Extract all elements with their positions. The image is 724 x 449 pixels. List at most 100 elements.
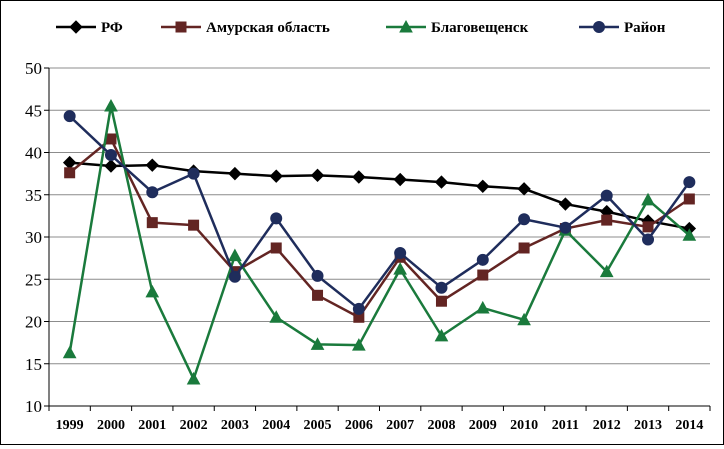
data-point [393,262,407,275]
legend-item: Район [579,20,666,36]
data-point [270,212,283,225]
data-point [186,371,201,385]
y-tick-label: 20 [25,313,42,332]
data-point [517,182,531,196]
legend-item: Амурская область [161,20,330,36]
x-tick-label: 2005 [304,418,332,433]
legend-item: РФ [56,20,123,36]
data-point [475,300,490,314]
series-line [68,104,691,381]
data-point [228,270,241,283]
data-point [559,221,572,234]
x-tick-label: 2010 [510,418,538,433]
series-group [62,98,697,385]
x-tick-label: 2007 [386,418,414,433]
series-4 [63,110,696,315]
legend-marker [399,19,413,33]
x-tick-label: 2012 [593,418,621,433]
data-point [476,253,489,266]
data-point [518,213,531,226]
data-point [269,169,283,183]
x-tick-label: 2004 [262,418,290,433]
legend-marker [175,21,187,33]
x-tick-label: 1999 [56,418,84,433]
data-point [312,289,324,301]
y-tick-label: 50 [25,59,42,78]
data-point [352,302,365,315]
data-point [434,328,449,342]
data-point [311,269,324,282]
data-point [600,189,613,202]
x-tick-label: 2006 [345,418,373,433]
data-point [683,176,696,189]
x-tick-label: 2001 [138,418,166,433]
x-tick-label: 2003 [221,418,249,433]
data-point [228,248,242,262]
data-point [435,295,447,307]
y-tick-label: 10 [25,397,42,416]
data-point [477,269,489,281]
data-point [146,186,159,199]
data-point [269,310,284,323]
data-point [601,214,613,226]
data-point [62,155,77,170]
legend-label: РФ [101,20,123,36]
data-point [310,168,325,183]
data-point [642,221,654,233]
y-tick-label: 45 [25,101,42,120]
data-point [642,233,655,246]
data-point [434,175,449,189]
data-point [352,170,366,184]
data-point [599,264,614,278]
x-tick-label: 2011 [552,418,579,433]
data-point [104,149,117,162]
data-point [105,133,117,145]
data-point [187,167,200,180]
data-point [62,345,77,359]
legend-item: Благовещенск [386,19,529,36]
data-point [641,192,655,206]
data-point [188,219,200,231]
data-point [558,197,573,211]
series-line [68,137,691,319]
x-tick-label: 2014 [675,418,703,433]
data-point [476,179,490,194]
y-tick-label: 40 [25,144,42,163]
x-tick-label: 2002 [180,418,208,433]
data-point [104,159,118,173]
data-point [682,228,697,241]
legend: РФ Амурская область Благовещенск Район [56,19,666,36]
data-point [145,158,159,172]
data-point [104,98,118,112]
x-tick-label: 2008 [427,418,455,433]
x-tick-label: 2000 [97,418,125,433]
legend-label: Район [624,20,666,36]
data-point [145,284,160,298]
series-line [69,161,690,230]
x-tick-label: 2009 [469,418,497,433]
data-point [228,166,242,181]
data-point [352,338,366,351]
data-point [683,193,695,205]
legend-label: Амурская область [206,20,330,36]
data-point [63,110,76,123]
data-point [394,247,407,260]
data-point [310,337,325,350]
x-tick-label: 2013 [634,418,662,433]
legend-label: Благовещенск [431,20,529,36]
series-line [68,115,691,311]
series-3 [62,98,697,385]
y-tick-label: 30 [25,228,42,247]
legend-marker [593,21,605,33]
series-2 [64,133,695,323]
data-point [146,217,158,229]
y-tick-label: 15 [25,355,42,374]
legend-marker [69,20,83,34]
data-point [518,242,530,254]
y-axis: 10 15 20 25 30 35 40 45 50 [25,59,50,416]
y-tick-label: 35 [25,186,42,205]
data-point [270,242,282,254]
x-axis: 1999 2000 2001 2002 2003 2004 2005 2006 2007 2008… [48,405,711,433]
